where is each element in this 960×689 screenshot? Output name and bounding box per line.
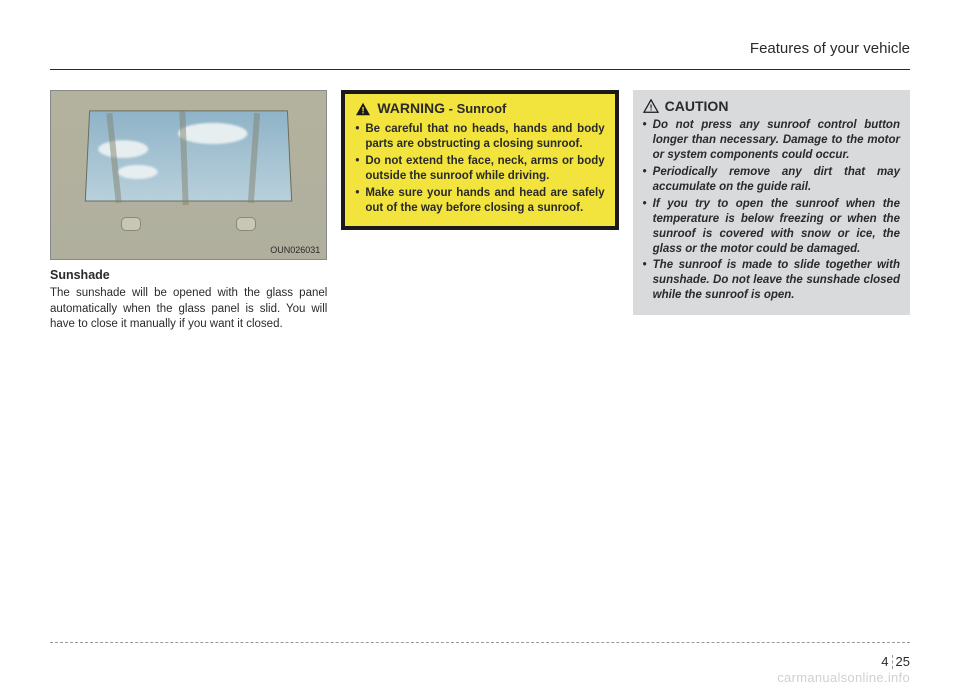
warning-list: Be careful that no heads, hands and body… xyxy=(355,122,604,216)
page-container: Features of your vehicle OUN026031 Sunsh… xyxy=(0,0,960,689)
caution-item: The sunroof is made to slide together wi… xyxy=(643,258,900,303)
warning-label: WARNING - Sunroof xyxy=(377,100,506,118)
watermark-text: carmanualsonline.info xyxy=(777,670,910,685)
warning-box: ! WARNING - Sunroof Be careful that no h… xyxy=(341,90,618,230)
caution-item: If you try to open the sunroof when the … xyxy=(643,197,900,257)
warning-dash: - xyxy=(445,101,457,116)
cloud-graphic xyxy=(178,123,248,144)
warning-header: ! WARNING - Sunroof xyxy=(355,100,604,118)
column-3: ! CAUTION Do not press any sunroof contr… xyxy=(633,90,910,333)
warning-subject: Sunroof xyxy=(457,101,507,116)
caution-item: Do not press any sunroof control button … xyxy=(643,118,900,163)
page-number-separator xyxy=(892,655,893,669)
section-number: 4 xyxy=(881,654,888,669)
sunshade-heading: Sunshade xyxy=(50,268,327,282)
sunshade-paragraph: The sunshade will be opened with the gla… xyxy=(50,286,327,333)
figure-code: OUN026031 xyxy=(268,244,322,256)
warning-item: Do not extend the face, neck, arms or bo… xyxy=(355,154,604,184)
column-2: ! WARNING - Sunroof Be careful that no h… xyxy=(341,90,618,333)
sunroof-photo: OUN026031 xyxy=(50,90,327,260)
caution-header: ! CAUTION xyxy=(643,98,900,114)
caution-list: Do not press any sunroof control button … xyxy=(643,118,900,303)
cloud-graphic xyxy=(117,165,158,179)
cloud-graphic xyxy=(98,140,148,158)
warning-word: WARNING xyxy=(377,100,445,116)
warning-item: Be careful that no heads, hands and body… xyxy=(355,122,604,152)
page-number: 4 25 xyxy=(881,654,910,669)
warning-triangle-icon: ! xyxy=(355,102,371,116)
caution-triangle-icon: ! xyxy=(643,99,659,113)
content-columns: OUN026031 Sunshade The sunshade will be … xyxy=(50,90,910,333)
caution-item: Periodically remove any dirt that may ac… xyxy=(643,165,900,195)
svg-text:!: ! xyxy=(362,106,365,116)
dome-light-graphic xyxy=(121,217,141,231)
dome-light-graphic xyxy=(236,217,256,231)
caution-label: CAUTION xyxy=(665,98,729,114)
svg-text:!: ! xyxy=(649,103,652,113)
footer-cutline xyxy=(50,642,910,643)
column-1: OUN026031 Sunshade The sunshade will be … xyxy=(50,90,327,333)
section-title: Features of your vehicle xyxy=(750,40,910,57)
caution-box: ! CAUTION Do not press any sunroof contr… xyxy=(633,90,910,315)
page-number-value: 25 xyxy=(896,654,910,669)
header-rule xyxy=(50,69,910,70)
warning-item: Make sure your hands and head are safely… xyxy=(355,186,604,216)
page-header: Features of your vehicle xyxy=(50,40,910,70)
